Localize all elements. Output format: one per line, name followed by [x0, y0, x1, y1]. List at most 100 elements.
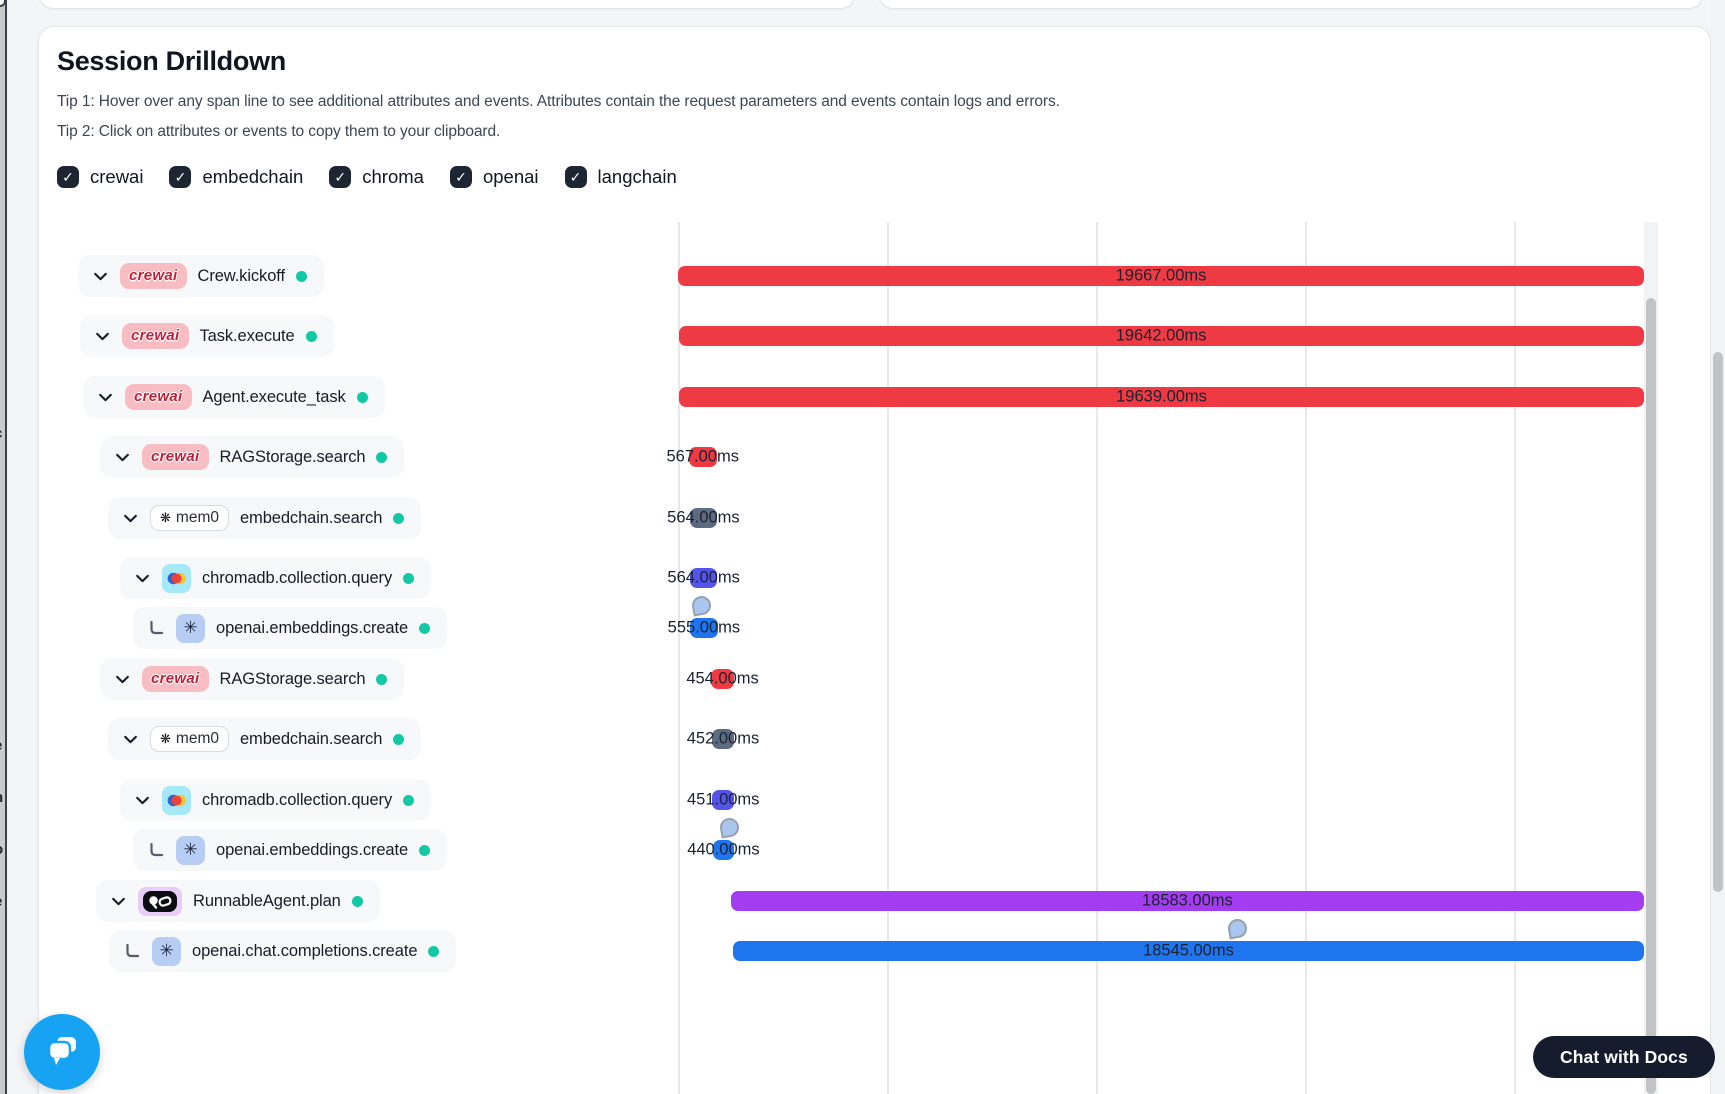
chevron-down-icon[interactable]: [134, 792, 151, 809]
span-bar-chromadb.collection.query[interactable]: [689, 568, 718, 588]
span-row-openai.embeddings.create[interactable]: ✳ openai.embeddings.create: [133, 607, 448, 649]
checkbox-langchain[interactable]: ✓: [564, 166, 587, 188]
span-row-chromadb.collection.query[interactable]: chromadb.collection.query: [120, 779, 432, 821]
span-name: Task.execute: [199, 326, 295, 345]
span-row-RAGStorage.search[interactable]: crewai RAGStorage.search: [100, 436, 405, 478]
filter-label: crewai: [90, 166, 144, 187]
timeline-gridline: [1514, 222, 1516, 1094]
span-name: chromadb.collection.query: [202, 790, 393, 809]
underlying-page-edge: clt()tenoe: [0, 0, 7, 1094]
span-bar-chromadb.collection.query[interactable]: [712, 790, 735, 810]
mem0-logo: ❋ mem0: [150, 726, 229, 752]
status-dot: [393, 733, 405, 745]
chevron-down-icon[interactable]: [94, 328, 111, 345]
status-dot: [295, 270, 307, 282]
chat-with-docs-button[interactable]: Chat with Docs: [1533, 1036, 1715, 1078]
corner-connector-icon: [123, 942, 141, 960]
top-card-right: [878, 0, 1704, 9]
chat-bubble-icon: [39, 1029, 85, 1075]
filter-openai[interactable]: ✓ openai: [449, 166, 539, 188]
chevron-down-icon[interactable]: [114, 671, 131, 688]
span-bar-openai.embeddings.create[interactable]: [690, 618, 718, 638]
chevron-down-icon[interactable]: [122, 731, 139, 748]
span-row-chromadb.collection.query[interactable]: chromadb.collection.query: [120, 557, 432, 599]
chevron-down-icon[interactable]: [110, 893, 127, 910]
chat-widget-button[interactable]: [24, 1014, 100, 1090]
span-bar-openai.chat.completions.create[interactable]: [733, 941, 1644, 961]
status-dot: [403, 794, 415, 806]
chart-scrollbar-thumb[interactable]: [1646, 298, 1656, 1094]
langchain-logo: [138, 886, 182, 916]
span-bar-Agent.execute_task[interactable]: [679, 387, 1644, 407]
chat-with-docs-label: Chat with Docs: [1560, 1046, 1688, 1067]
openai-logo: ✳: [152, 936, 181, 966]
chroma-logo: [162, 785, 191, 815]
corner-connector-icon: [147, 841, 165, 859]
span-name: Agent.execute_task: [202, 387, 346, 406]
span-name: openai.chat.completions.create: [192, 941, 418, 960]
span-name: openai.embeddings.create: [216, 840, 409, 859]
span-bar-RAGStorage.search[interactable]: [688, 447, 717, 467]
checkbox-openai[interactable]: ✓: [449, 166, 472, 188]
status-dot: [393, 512, 405, 524]
top-card-left: [38, 0, 856, 9]
span-bar-Crew.kickoff[interactable]: [678, 266, 1644, 286]
filter-chroma[interactable]: ✓ chroma: [329, 166, 424, 188]
page-scrollbar-thumb[interactable]: [1713, 352, 1723, 892]
span-bar-embedchain.search[interactable]: [711, 729, 735, 749]
span-name: RAGStorage.search: [219, 669, 366, 688]
crewai-logo: crewai: [122, 323, 189, 349]
mem0-logo: ❋ mem0: [150, 505, 229, 531]
chevron-down-icon[interactable]: [92, 268, 109, 285]
status-dot: [376, 451, 388, 463]
span-row-Task.execute[interactable]: crewai Task.execute: [80, 315, 334, 357]
status-dot: [419, 844, 431, 856]
span-name: Crew.kickoff: [197, 266, 286, 285]
span-name: embedchain.search: [239, 508, 383, 527]
span-bar-Task.execute[interactable]: [678, 326, 1644, 346]
checkbox-crewai[interactable]: ✓: [57, 166, 79, 188]
checkbox-embedchain[interactable]: ✓: [169, 166, 192, 188]
filter-embedchain[interactable]: ✓ embedchain: [169, 166, 303, 188]
chevron-down-icon[interactable]: [134, 570, 151, 587]
timeline-gridline: [1305, 222, 1307, 1094]
timeline-gridline: [887, 222, 889, 1094]
span-row-openai.embeddings.create[interactable]: ✳ openai.embeddings.create: [133, 829, 448, 871]
span-row-embedchain.search[interactable]: ❋ mem0 embedchain.search: [108, 497, 422, 539]
span-row-openai.chat.completions.create[interactable]: ✳ openai.chat.completions.create: [109, 930, 457, 972]
chevron-down-icon[interactable]: [114, 449, 131, 466]
span-name: embedchain.search: [239, 729, 383, 748]
span-name: chromadb.collection.query: [202, 568, 393, 587]
tip-1-text: Tip 1: Hover over any span line to see a…: [57, 93, 1060, 110]
span-row-embedchain.search[interactable]: ❋ mem0 embedchain.search: [108, 718, 422, 760]
chevron-down-icon[interactable]: [97, 389, 114, 406]
tip-2-text: Tip 2: Click on attributes or events to …: [57, 123, 501, 140]
crewai-logo: crewai: [120, 263, 187, 289]
timeline-gridline: [1096, 222, 1098, 1094]
filter-label: embedchain: [202, 166, 304, 187]
checkbox-chroma[interactable]: ✓: [329, 166, 352, 188]
span-row-Crew.kickoff[interactable]: crewai Crew.kickoff: [78, 255, 324, 297]
chevron-down-icon[interactable]: [122, 510, 139, 527]
span-bar-RAGStorage.search[interactable]: [711, 669, 734, 689]
span-bar-embedchain.search[interactable]: [689, 508, 718, 528]
filter-langchain[interactable]: ✓ langchain: [564, 166, 677, 188]
filter-label: langchain: [597, 166, 677, 187]
corner-connector-icon: [147, 619, 165, 637]
span-bar-openai.embeddings.create[interactable]: [712, 840, 735, 860]
filter-crewai[interactable]: ✓ crewai: [57, 166, 143, 188]
span-name: RunnableAgent.plan: [193, 891, 341, 910]
crewai-logo: crewai: [125, 384, 192, 410]
span-row-RAGStorage.search[interactable]: crewai RAGStorage.search: [100, 658, 405, 700]
span-name: RAGStorage.search: [219, 447, 366, 466]
status-dot: [356, 391, 368, 403]
span-row-RunnableAgent.plan[interactable]: RunnableAgent.plan: [96, 880, 380, 922]
underlying-page-fragment: [0, 0, 6, 7]
timeline-gridline: [678, 222, 680, 1094]
span-name: openai.embeddings.create: [216, 618, 409, 637]
span-bar-RunnableAgent.plan[interactable]: [730, 891, 1644, 911]
span-row-Agent.execute_task[interactable]: crewai Agent.execute_task: [83, 376, 385, 418]
crewai-logo: crewai: [142, 666, 209, 692]
openai-logo: ✳: [176, 835, 205, 865]
